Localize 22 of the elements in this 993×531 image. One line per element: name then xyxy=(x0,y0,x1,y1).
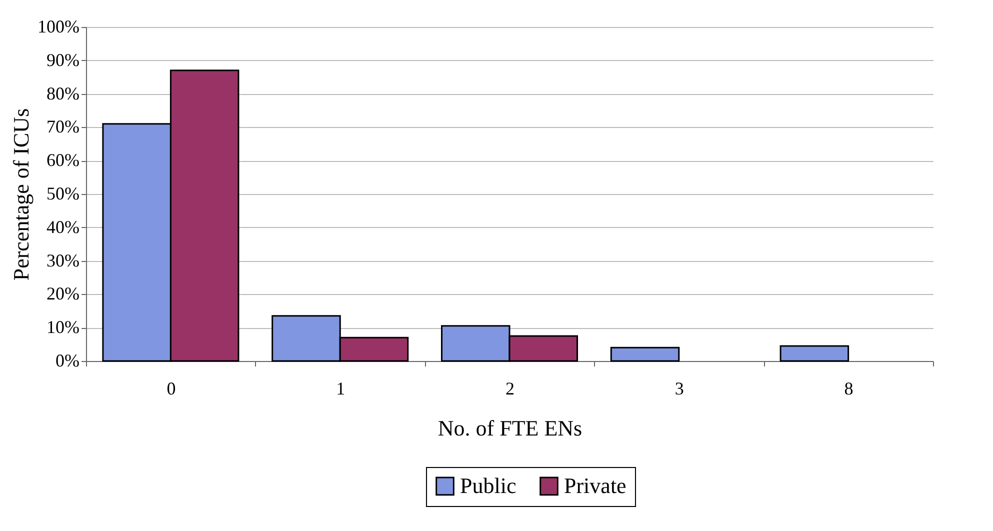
y-tick-label: 30% xyxy=(46,250,80,270)
x-tick-label: 2 xyxy=(506,378,514,398)
y-tick-label: 70% xyxy=(46,116,80,137)
y-tick-label: 50% xyxy=(46,184,80,204)
y-tick-label: 80% xyxy=(46,83,80,104)
y-tick-label: 20% xyxy=(46,284,80,304)
legend-label: Private xyxy=(564,473,626,498)
x-tick-label: 1 xyxy=(336,378,346,398)
y-tick-label: 60% xyxy=(46,150,80,170)
y-tick-label: 40% xyxy=(46,216,80,237)
y-tick-label: 90% xyxy=(46,50,80,70)
y-axis-title: Percentage of ICUs xyxy=(8,108,34,281)
x-tick-label: 0 xyxy=(166,378,176,398)
bar xyxy=(610,346,680,362)
bar xyxy=(780,345,850,362)
x-tick-label: 8 xyxy=(844,378,854,398)
y-tick-label: 0% xyxy=(56,350,80,370)
y-tick-label: 100% xyxy=(38,16,80,36)
y-tick-label: 10% xyxy=(46,317,80,338)
legend-label: Public xyxy=(460,473,516,498)
x-axis-title: No. of FTE ENs xyxy=(438,416,582,440)
x-tick-label: 3 xyxy=(674,378,684,398)
